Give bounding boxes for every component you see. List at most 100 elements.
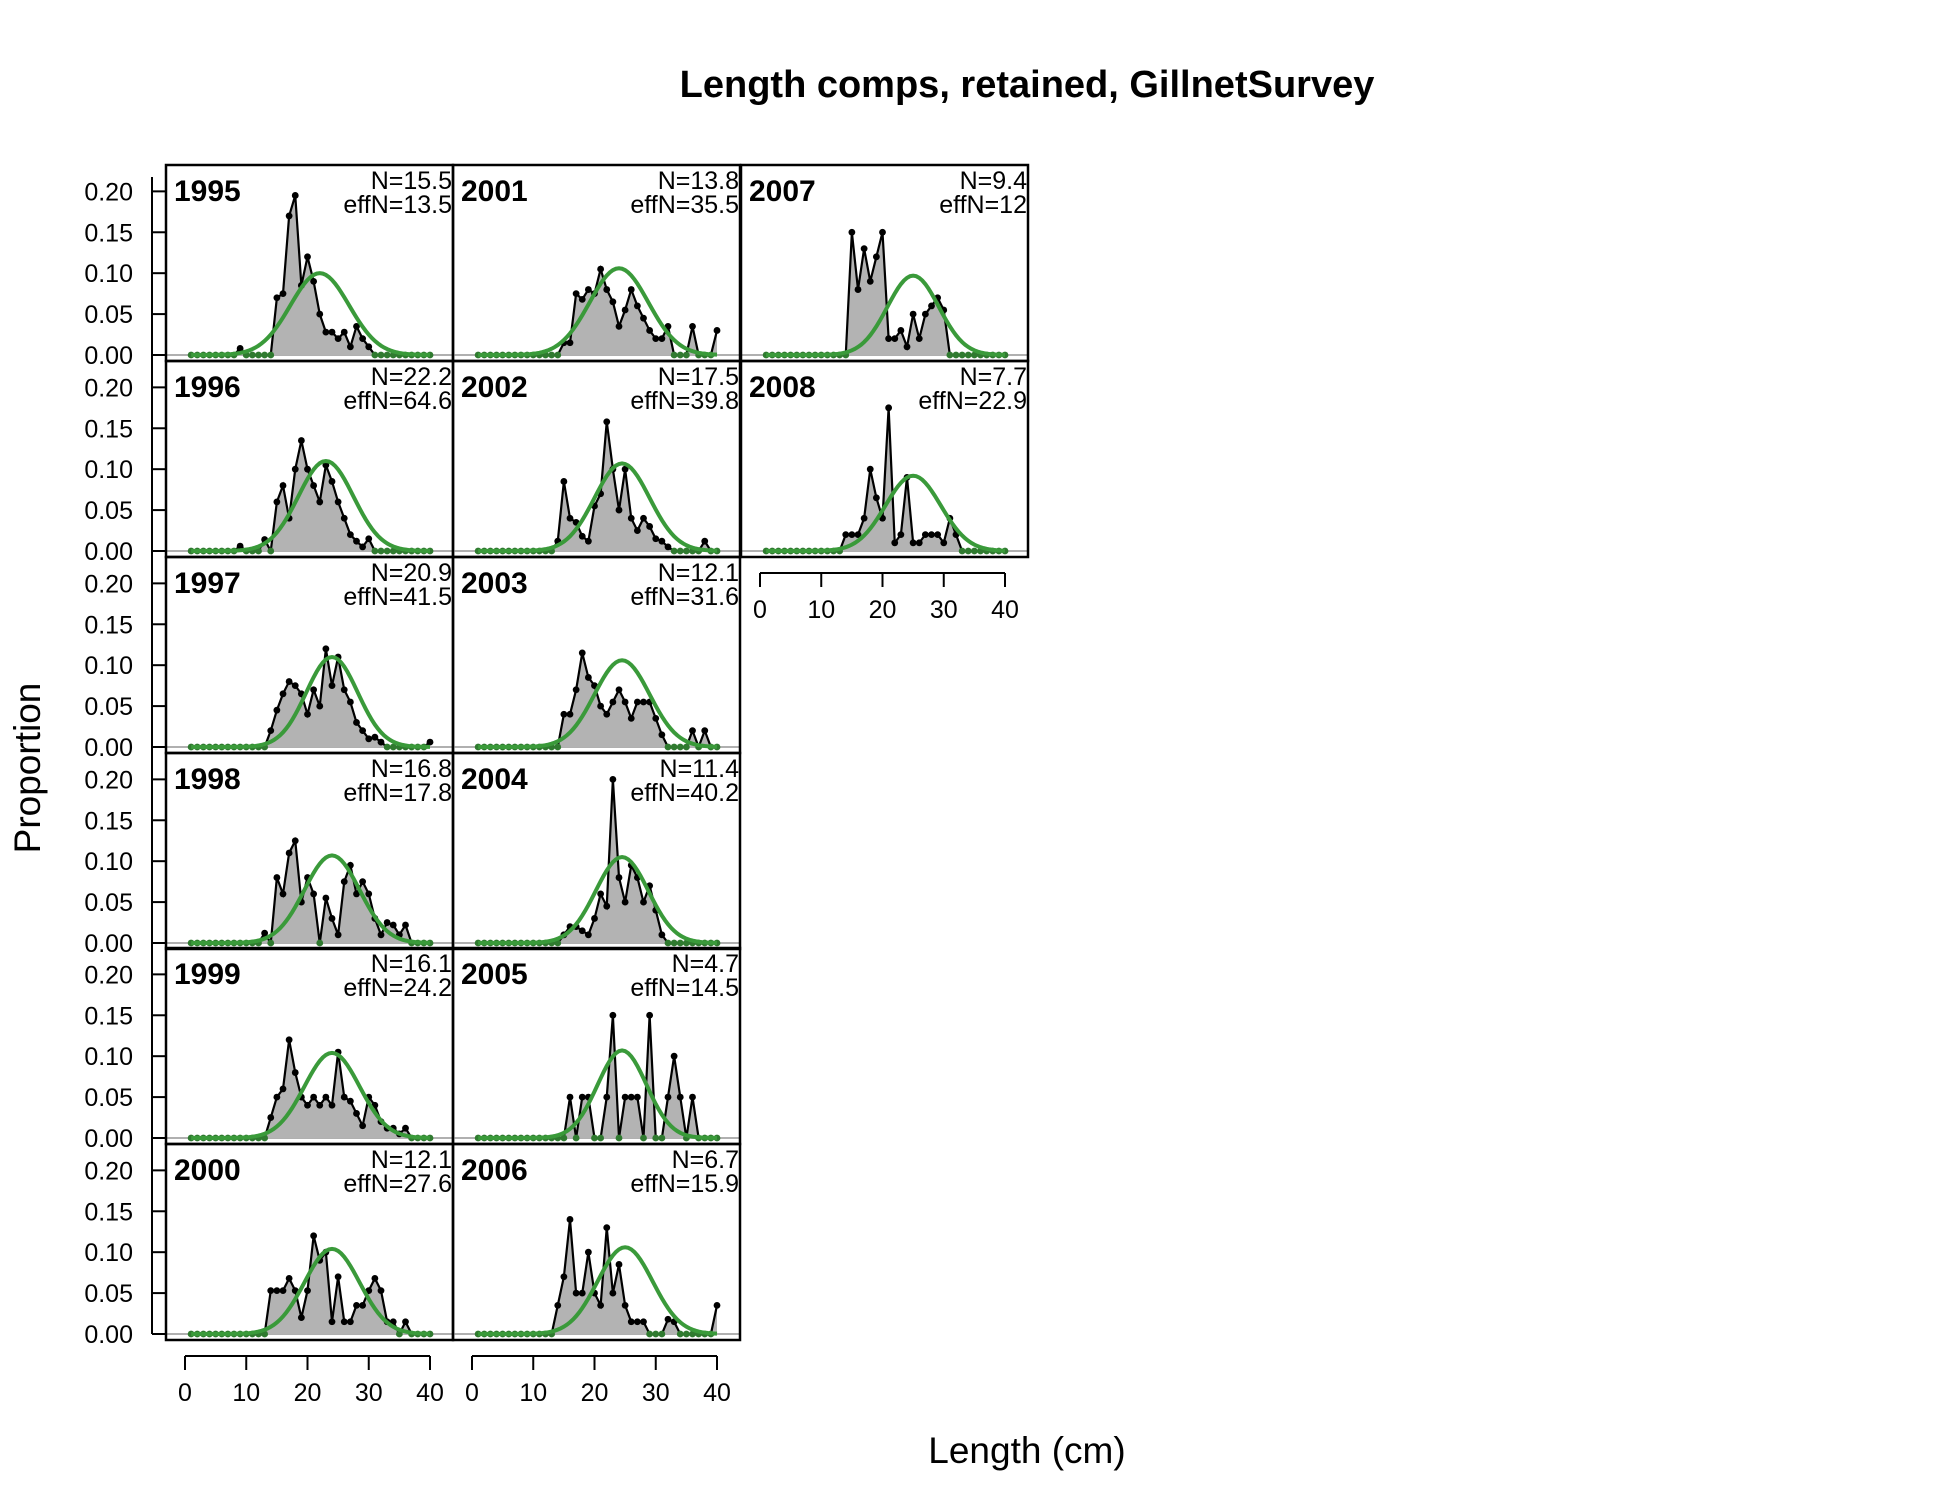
n-label-1996: N=22.2 [371,363,452,391]
obs-point-2006-35 [682,1330,690,1338]
obs-point-1995-26 [340,328,348,336]
n-label-2006: N=6.7 [672,1146,739,1174]
y-tick-label-1996-2: 0.10 [84,456,133,484]
obs-point-1995-23 [322,328,330,336]
year-label-2004: 2004 [461,763,528,796]
obs-point-2005-23 [609,1011,617,1019]
obs-point-1997-17 [285,678,293,685]
year-label-1997: 1997 [174,567,241,600]
obs-point-2002-30 [652,535,660,543]
obs-point-2003-24 [615,686,623,694]
expected-line-2000 [191,1246,431,1336]
obs-point-1998-24 [328,915,336,922]
obs-point-1998-15 [273,874,281,881]
observed-area-2001 [478,269,717,355]
obs-point-1997-15 [273,706,281,714]
obs-point-2003-32 [664,743,672,751]
obs-point-2002-26 [627,514,635,522]
n-label-1998: N=16.8 [371,755,452,783]
obs-point-1996-30 [365,535,373,543]
effn-label-1997: effN=41.5 [343,583,452,611]
obs-point-1996-33 [383,547,391,555]
obs-point-2004-20 [591,915,598,922]
obs-point-2004-22 [603,902,611,910]
year-label-1996: 1996 [174,371,241,404]
x-tick-label-2000-1: 10 [232,1379,260,1407]
obs-point-2004-28 [640,898,647,906]
obs-point-2007-25 [909,310,917,318]
obs-point-2007-16 [854,286,862,293]
obs-point-1998-21 [310,890,318,898]
obs-point-1996-23 [322,461,330,469]
obs-point-1995-24 [328,328,336,336]
obs-point-2007-21 [885,335,893,343]
y-tick-label-1995-4: 0.20 [84,178,133,206]
obs-point-2008-30 [940,539,948,547]
obs-point-1999-15 [273,1093,281,1101]
obs-point-2001-13 [548,351,556,359]
obs-point-2004-31 [658,931,666,939]
obs-point-2002-24 [615,506,623,514]
obs-point-2002-38 [701,537,709,545]
obs-point-2008-16 [854,531,862,539]
obs-point-1999-21 [310,1093,318,1101]
x-tick-label-2006-3: 30 [642,1379,670,1407]
obs-point-2005-21 [597,1134,605,1142]
obs-point-2000-19 [297,1314,305,1322]
x-tick-label-2000-0: 0 [178,1379,192,1407]
obs-point-2005-32 [664,1093,672,1101]
year-label-1995: 1995 [174,175,241,208]
obs-point-1995-18 [291,192,299,199]
effn-label-2007: effN=12 [939,191,1027,219]
obs-point-2005-16 [566,1093,574,1101]
obs-point-2002-28 [640,514,647,522]
obs-point-2001-25 [621,306,629,314]
obs-point-2001-28 [640,314,647,322]
obs-point-1997-22 [316,702,324,710]
obs-point-1999-17 [285,1036,293,1044]
obs-point-1997-16 [279,690,287,698]
obs-point-1999-20 [304,1101,311,1109]
obs-point-1998-22 [316,939,324,947]
obs-point-2005-30 [652,1134,660,1142]
obs-point-1997-30 [365,735,373,743]
obs-point-2001-14 [554,351,562,359]
obs-point-2007-33 [958,351,966,359]
obs-point-1995-17 [285,212,293,220]
obs-point-1996-25 [334,498,342,506]
obs-point-2003-27 [633,698,641,706]
obs-point-2001-23 [609,298,617,306]
year-label-2007: 2007 [749,175,816,208]
year-label-2008: 2008 [749,371,816,404]
obs-point-2008-25 [909,539,917,547]
obs-point-2001-30 [652,335,660,343]
obs-point-2007-22 [891,335,899,343]
obs-point-2002-16 [566,514,574,522]
observed-area-2000 [191,1235,430,1334]
obs-point-2001-36 [689,322,696,330]
y-tick-label-1998-4: 0.20 [84,766,133,794]
expected-line-1998 [191,853,431,945]
y-tick-label-1997-4: 0.20 [84,570,133,598]
obs-point-2005-26 [627,1093,635,1101]
observed-area-1999 [191,1039,430,1138]
obs-point-2006-24 [615,1261,623,1268]
y-tick-label-2000-1: 0.05 [84,1280,133,1308]
obs-point-2003-22 [603,710,611,718]
obs-point-1999-26 [340,1093,348,1101]
y-tick-label-1999-3: 0.15 [84,1002,133,1030]
obs-point-2004-25 [621,898,629,906]
obs-point-1998-14 [267,939,275,947]
obs-point-1998-28 [353,890,360,898]
n-label-1997: N=20.9 [371,559,452,587]
x-tick-label-2000-3: 30 [355,1379,383,1407]
obs-point-2001-22 [603,286,611,293]
obs-point-2002-18 [578,532,586,540]
obs-point-2006-32 [664,1315,672,1323]
obs-point-2000-26 [340,1318,348,1326]
